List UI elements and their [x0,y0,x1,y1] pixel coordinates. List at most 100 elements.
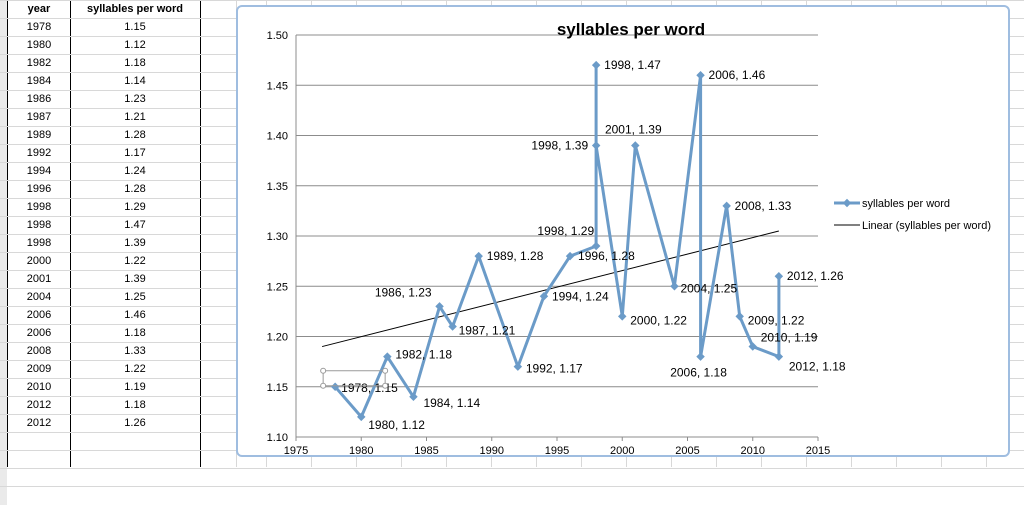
cell-year[interactable]: 2006 [26,327,52,339]
cell-syllables[interactable]: 1.29 [124,201,146,213]
header-year[interactable]: year [27,3,51,15]
data-point[interactable] [774,271,784,281]
cell-year[interactable]: 2008 [26,345,52,357]
data-label: 2001, 1.39 [605,123,662,137]
cell-syllables[interactable]: 1.39 [124,273,146,285]
cell-syllables[interactable]: 1.19 [124,381,146,393]
data-point[interactable] [448,322,457,331]
data-point[interactable] [735,312,744,321]
data-point[interactable] [435,302,444,311]
x-tick-label: 1990 [480,445,504,455]
cell-syllables[interactable]: 1.15 [124,21,146,33]
cell-syllables[interactable]: 1.28 [124,183,146,195]
cell-syllables[interactable]: 1.47 [124,219,146,231]
cell-year[interactable]: 1994 [26,165,52,177]
data-point[interactable] [591,241,601,251]
cell-syllables[interactable]: 1.23 [124,93,146,105]
selection-handle[interactable] [382,382,389,389]
row-number-cell [0,235,7,253]
cell-year[interactable]: 1987 [26,111,52,123]
row-number-cell [0,127,7,145]
data-point[interactable] [513,362,523,371]
data-point[interactable] [618,312,627,321]
row-number-cell [0,451,7,469]
data-label: 1992, 1.17 [526,362,583,376]
cell-syllables[interactable]: 1.18 [124,327,146,339]
data-point[interactable] [591,60,601,70]
cell-year[interactable]: 2001 [26,273,52,285]
cell-syllables[interactable]: 1.25 [124,291,146,303]
row-number-cell [0,1,7,19]
data-point[interactable] [330,382,340,391]
cell-syllables[interactable]: 1.18 [124,399,146,411]
cell-year[interactable]: 1992 [26,147,52,159]
data-point[interactable] [474,251,483,261]
row-number-cell [0,55,7,73]
row-number-cell [0,487,7,505]
row-number-cell [0,325,7,343]
cell-year[interactable]: 2010 [26,381,52,393]
line-chart: 1.10 1.15 1.20 1.25 1.30 1.35 1.40 1.45 1.50 1975… [267,20,991,455]
label-selection-box[interactable] [322,370,386,387]
cell-syllables[interactable]: 1.39 [124,237,146,249]
cell-year[interactable]: 2000 [26,255,52,267]
cell-year[interactable]: 1998 [26,237,52,249]
chart-axes: 1.10 1.15 1.20 1.25 1.30 1.35 1.40 1.45 1.50 1975… [267,30,831,455]
row-number-cell [0,271,7,289]
cell-syllables[interactable]: 1.26 [124,417,146,429]
cell-year[interactable]: 1998 [26,201,52,213]
data-point[interactable] [591,141,601,150]
cell-syllables[interactable]: 1.17 [124,147,146,159]
data-point[interactable] [631,141,640,150]
row-number-cell [0,163,7,181]
cell-year[interactable]: 1980 [26,39,52,51]
cell-year[interactable]: 2009 [26,363,52,375]
data-point[interactable] [722,201,731,211]
cell-year[interactable]: 1989 [26,129,52,141]
cell-syllables[interactable]: 1.18 [124,57,146,69]
cell-year[interactable]: 1996 [26,183,52,195]
data-label: 1987, 1.21 [459,323,516,337]
cell-year[interactable]: 2004 [26,291,52,303]
cell-year[interactable]: 2012 [26,417,52,429]
data-point[interactable] [409,392,418,402]
data-point[interactable] [696,70,705,80]
cell-year[interactable]: 2012 [26,399,52,411]
cell-syllables[interactable]: 1.12 [124,39,146,51]
cell-syllables[interactable]: 1.28 [124,129,146,141]
data-label: 2008, 1.33 [735,199,792,213]
y-tick-label: 1.45 [267,80,288,92]
data-point[interactable] [696,352,705,361]
y-tick-label: 1.30 [267,231,288,243]
cell-syllables[interactable]: 1.21 [124,111,146,123]
cell-year[interactable]: 1982 [26,57,52,69]
selection-handle[interactable] [320,382,327,389]
row-number-cell [0,253,7,271]
legend-trend-label: Linear (syllables per word) [862,220,991,232]
cell-year[interactable]: 1998 [26,219,52,231]
cell-syllables[interactable]: 1.33 [124,345,146,357]
data-point[interactable] [357,412,366,422]
data-point[interactable] [670,282,679,291]
data-point[interactable] [774,352,784,361]
cell-syllables[interactable]: 1.46 [124,309,146,321]
cell-syllables[interactable]: 1.24 [124,165,146,177]
data-point[interactable] [539,292,549,301]
data-label: 2010, 1.19 [761,331,818,345]
cell-year[interactable]: 1984 [26,75,52,87]
cell-year[interactable]: 2006 [26,309,52,321]
selection-handle[interactable] [320,367,327,374]
header-syllables[interactable]: syllables per word [87,3,183,15]
data-point[interactable] [748,342,757,351]
selection-handle[interactable] [382,367,389,374]
cell-syllables[interactable]: 1.14 [124,75,146,87]
chart-container[interactable]: 1.10 1.15 1.20 1.25 1.30 1.35 1.40 1.45 1.50 1975… [236,5,1010,457]
cell-syllables[interactable]: 1.22 [124,363,146,375]
data-label: 2012, 1.18 [789,360,846,374]
row-number-cell [0,361,7,379]
cell-year[interactable]: 1986 [26,93,52,105]
cell-year[interactable]: 1978 [26,21,52,33]
data-point[interactable] [383,352,392,361]
cell-syllables[interactable]: 1.22 [124,255,146,267]
row-number-cell [0,145,7,163]
